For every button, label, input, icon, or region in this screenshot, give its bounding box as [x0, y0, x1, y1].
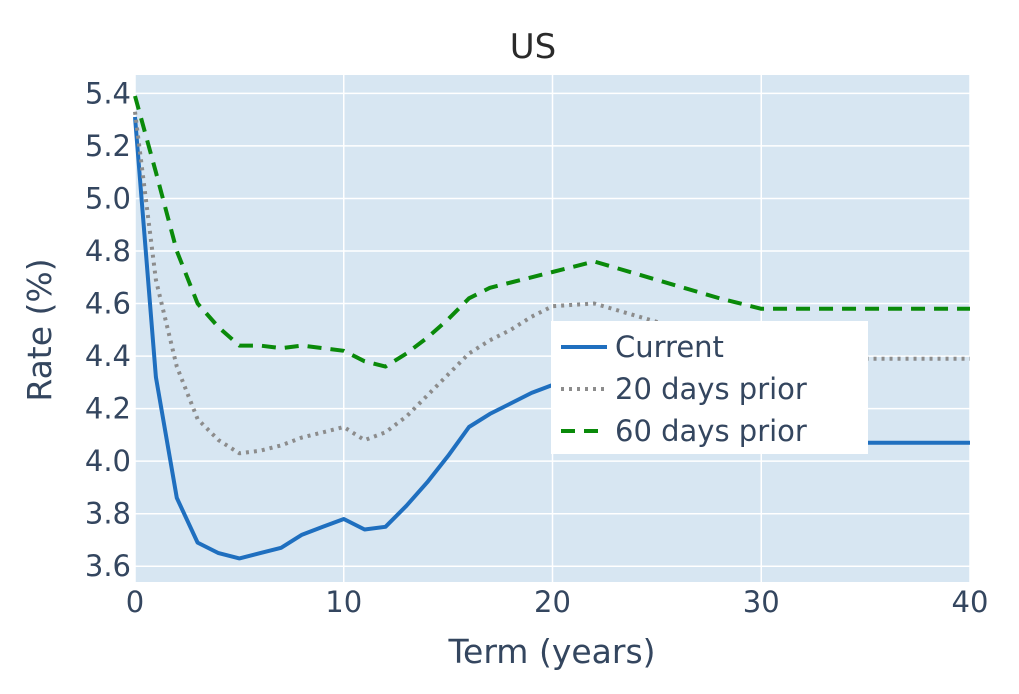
x-tick-label: 10 — [325, 585, 362, 619]
series-line-3 — [133, 95, 970, 369]
y-tick-label: 3.6 — [85, 549, 131, 583]
gridlines — [134, 75, 971, 582]
y-axis-label: Rate (%) — [20, 258, 59, 401]
y-tick-label: 5.4 — [85, 76, 131, 110]
y-tick-label: 4.2 — [85, 392, 131, 426]
x-tick-label: 0 — [126, 585, 144, 619]
y-tick-label: 4.4 — [85, 339, 131, 373]
x-tick-label: 40 — [952, 585, 989, 619]
x-tick-label: 30 — [743, 585, 780, 619]
x-tick-label: 20 — [534, 585, 571, 619]
chart-title: US — [510, 27, 556, 67]
axis-ticks: 3.6 3.8 4.0 4.2 4.4 4.6 4.8 5.0 5.2 5.4 0 10 20 30 40 — [85, 76, 989, 619]
series-line-2 — [133, 111, 970, 456]
y-tick-label: 5.2 — [85, 129, 131, 163]
y-tick-label: 3.8 — [85, 497, 131, 531]
legend: Current 20 days prior 60 days prior — [551, 321, 868, 454]
y-tick-label: 4.0 — [85, 444, 131, 478]
x-axis-label: Term (years) — [447, 632, 655, 671]
y-tick-label: 4.8 — [85, 234, 131, 268]
legend-label-3: 60 days prior — [615, 414, 807, 448]
legend-label-2: 20 days prior — [615, 372, 807, 406]
y-tick-label: 5.0 — [85, 181, 131, 215]
y-tick-label: 4.6 — [85, 287, 131, 321]
legend-label-1: Current — [615, 330, 724, 364]
